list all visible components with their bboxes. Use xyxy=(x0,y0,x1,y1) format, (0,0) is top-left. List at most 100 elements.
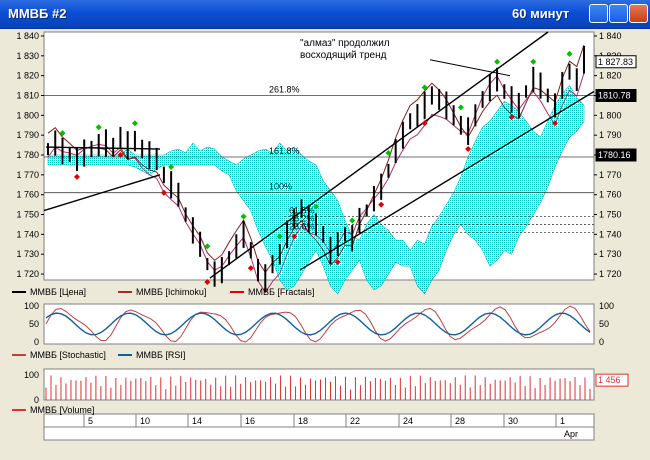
legend-label: ММВБ [Stochastic] xyxy=(30,350,106,360)
x-label: 28 xyxy=(455,416,465,426)
close-button[interactable] xyxy=(629,4,648,23)
note-line: восходящий тренд xyxy=(300,50,387,61)
volume-bars: 0 100 1 456 xyxy=(24,370,629,405)
y-tick-label-left: 1 830 xyxy=(16,51,39,61)
down-fractal xyxy=(117,152,124,159)
y-tick-label-left: 1 760 xyxy=(16,190,39,200)
month-label: Apr xyxy=(564,429,578,439)
trend-line xyxy=(43,174,161,212)
y-tick-label-right: 1 750 xyxy=(599,210,622,220)
window-title: ММВБ #2 xyxy=(8,6,67,21)
oscillator-pane[interactable] xyxy=(43,303,595,345)
month-axis-strip xyxy=(43,426,595,441)
fib-label: 261.8% xyxy=(269,84,300,94)
down-fractal xyxy=(508,114,515,121)
y-tick-label-left: 1 840 xyxy=(16,31,39,41)
legend-label: ММВБ [RSI] xyxy=(136,350,185,360)
down-fractal xyxy=(204,278,211,285)
oscillators: 0 0 50 50 100 100 xyxy=(24,301,614,347)
price-tag-text: 1 827.83 xyxy=(598,57,633,67)
volume-tag-box xyxy=(595,373,629,387)
cloud-band xyxy=(47,85,585,295)
price-tag-text: 1810.78 xyxy=(598,90,631,100)
vol-tick-left: 0 xyxy=(34,395,39,405)
osc-tick-right: 0 xyxy=(599,337,604,347)
legend-label: ММВБ [Цена] xyxy=(30,287,86,297)
rsi-line xyxy=(45,312,591,336)
osc-tick-left: 0 xyxy=(34,337,39,347)
y-tick-label-right: 1 740 xyxy=(599,229,622,239)
price-series xyxy=(47,46,585,292)
vol-tick-left: 100 xyxy=(24,370,39,380)
up-fractal xyxy=(385,150,392,157)
up-fractal xyxy=(313,203,319,210)
legend-label: ММВБ [Ichimoku] xyxy=(136,287,206,297)
y-tick-label-right: 1 840 xyxy=(599,31,622,41)
legend-label: ММВБ [Fractals] xyxy=(248,287,314,297)
y-tick-label-left: 1 800 xyxy=(16,110,39,120)
chart-area[interactable]: 261.8%161.8%100%61.8%38.2%23.6% 1 720 1 7… xyxy=(0,28,650,455)
y-tick-label-left: 1 750 xyxy=(16,210,39,220)
fractals xyxy=(59,50,573,285)
down-fractal xyxy=(378,201,385,208)
minimize-button[interactable] xyxy=(589,4,608,23)
y-tick-label-left: 1 720 xyxy=(16,269,39,279)
volume-pane[interactable] xyxy=(43,368,595,401)
osc-tick-right: 50 xyxy=(599,319,609,329)
x-label: 14 xyxy=(192,416,202,426)
fib-label: 23.6% xyxy=(289,221,315,231)
x-label: 24 xyxy=(403,416,413,426)
up-fractal xyxy=(204,243,211,250)
down-fractal xyxy=(465,146,472,153)
osc-tick-left: 100 xyxy=(24,301,39,311)
trend-line xyxy=(45,146,161,150)
timeframe-label: 60 минут xyxy=(512,6,570,21)
price-tag-box xyxy=(595,148,637,162)
down-fractal xyxy=(334,259,341,266)
y-tick-label-left: 1 780 xyxy=(16,150,39,160)
note-line: "алмаз" продолжил xyxy=(300,38,390,49)
y-tick-label-left: 1 730 xyxy=(16,249,39,259)
x-label: 5 xyxy=(88,416,93,426)
down-fractal xyxy=(160,189,167,196)
up-fractal xyxy=(566,50,573,57)
y-tick-label-right: 1 770 xyxy=(599,170,622,180)
trend-line xyxy=(209,31,549,279)
up-fractal xyxy=(95,124,102,131)
x-label: 1 xyxy=(560,416,565,426)
y-tick-label-right: 1 800 xyxy=(599,110,622,120)
maximize-button[interactable] xyxy=(609,4,628,23)
volume-tag-text: 1 456 xyxy=(598,375,621,385)
title-bar[interactable]: ММВБ #2 60 минут xyxy=(0,0,650,29)
diamond-note: "алмаз" продолжил восходящий тренд xyxy=(300,38,390,61)
up-fractal xyxy=(276,233,283,240)
legends: ММВБ [Цена] ММВБ [Ichimoku] ММВБ [Fractals… xyxy=(12,287,314,415)
down-fractal xyxy=(421,120,428,127)
up-fractal xyxy=(168,163,175,170)
up-fractal xyxy=(457,104,464,111)
up-fractal xyxy=(349,217,356,224)
x-label: 22 xyxy=(350,416,360,426)
y-tick-label-left: 1 770 xyxy=(16,170,39,180)
axes: 1 720 1 720 1 730 1 730 1 740 1 740 1 750 1 750… xyxy=(16,31,637,279)
x-label: 10 xyxy=(140,416,150,426)
fib-label: 100% xyxy=(269,182,292,192)
y-tick-label-left: 1 810 xyxy=(16,90,39,100)
osc-tick-right: 100 xyxy=(599,301,614,311)
osc-tick-left: 50 xyxy=(29,319,39,329)
up-fractal xyxy=(240,213,247,220)
x-label: 30 xyxy=(508,416,518,426)
chart-canvas[interactable]: 261.8%161.8%100%61.8%38.2%23.6% 1 720 1 7… xyxy=(0,28,650,455)
price-tag-text: 1780.16 xyxy=(598,150,631,160)
x-label: 16 xyxy=(245,416,255,426)
y-tick-label-left: 1 740 xyxy=(16,229,39,239)
up-fractal xyxy=(494,58,501,65)
up-fractal xyxy=(131,120,138,127)
x-label: 18 xyxy=(298,416,308,426)
fibonacci-levels: 261.8%161.8%100%61.8%38.2%23.6% xyxy=(44,84,594,233)
x-axis-labels: 5 10 14 16 18 22 24 28 30 1 Apr xyxy=(83,414,578,439)
down-fractal xyxy=(73,173,80,180)
price-tag-box xyxy=(595,88,637,102)
stochastic-line xyxy=(45,305,591,343)
